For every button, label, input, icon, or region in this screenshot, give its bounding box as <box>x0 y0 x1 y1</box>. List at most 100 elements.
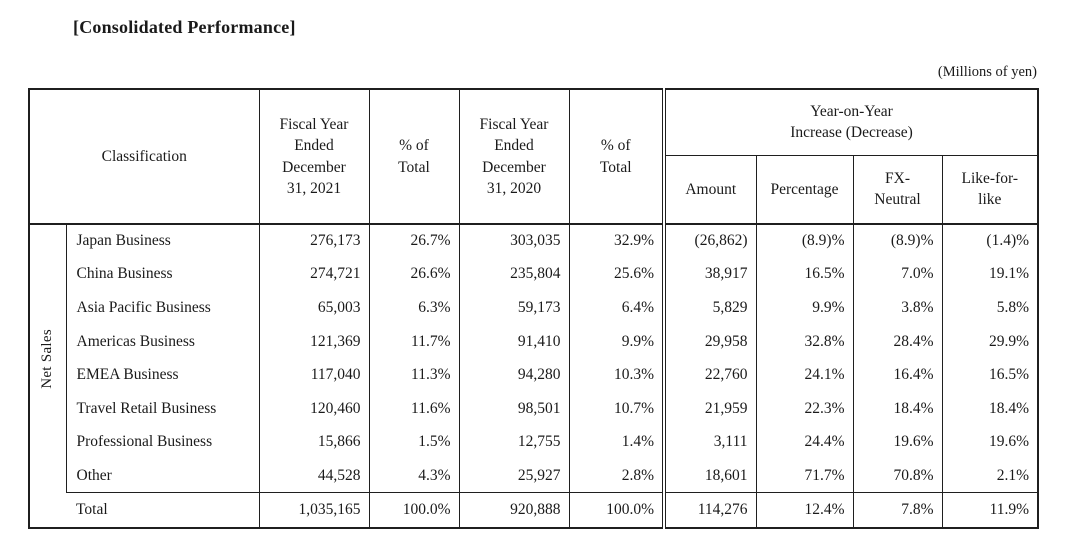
row-label: Travel Retail Business <box>65 391 260 426</box>
cell-fy2020: 25,927 <box>458 459 570 493</box>
row-label: China Business <box>65 257 260 292</box>
total-fy2021: 1,035,165 <box>258 492 370 529</box>
header-amount: Amount <box>662 154 757 225</box>
cell-fy2020: 303,035 <box>458 224 570 258</box>
page-title: [Consolidated Performance] <box>73 17 296 37</box>
total-fy2020: 920,888 <box>458 492 570 529</box>
header-like-for-like: Like-for- like <box>941 154 1039 225</box>
header-fy2020: Fiscal Year Ended December 31, 2020 <box>458 88 570 225</box>
cell-yoy-percentage: 24.1% <box>755 358 854 392</box>
cell-fy2020-pct: 10.3% <box>568 358 665 392</box>
cell-fy2021: 276,173 <box>258 224 370 258</box>
unit-note: (Millions of yen) <box>937 64 1037 80</box>
cell-fy2020: 235,804 <box>458 257 570 292</box>
cell-yoy-percentage: 24.4% <box>755 425 854 460</box>
table-row: Americas Business 121,369 11.7% 91,410 9… <box>29 324 1039 359</box>
cell-fx-neutral: 18.4% <box>852 391 943 426</box>
cell-fy2020: 12,755 <box>458 425 570 460</box>
row-label: Asia Pacific Business <box>65 291 260 325</box>
cell-yoy-percentage: 71.7% <box>755 459 854 493</box>
cell-fy2021: 274,721 <box>258 257 370 292</box>
total-yoy-percentage: 12.4% <box>755 492 854 529</box>
cell-fy2020-pct: 25.6% <box>568 257 665 292</box>
cell-fy2021-pct: 6.3% <box>368 291 460 325</box>
cell-like-for-like: 19.1% <box>941 257 1039 292</box>
cell-yoy-amount: (26,862) <box>662 224 757 258</box>
table-row: China Business 274,721 26.6% 235,804 25.… <box>29 257 1039 292</box>
total-row: Total 1,035,165 100.0% 920,888 100.0% 11… <box>28 492 1039 529</box>
total-fy2020-pct: 100.0% <box>568 492 665 529</box>
cell-like-for-like: 19.6% <box>941 425 1039 460</box>
row-group-label: Net Sales <box>39 328 56 389</box>
cell-yoy-amount: 21,959 <box>662 391 757 426</box>
cell-fy2021-pct: 1.5% <box>368 425 460 460</box>
cell-fy2021-pct: 4.3% <box>368 459 460 493</box>
table-row: EMEA Business 117,040 11.3% 94,280 10.3%… <box>29 358 1039 392</box>
consolidated-performance-table: Classification Fiscal Year Ended Decembe… <box>28 88 1040 529</box>
cell-fy2020-pct: 1.4% <box>568 425 665 460</box>
cell-fy2020: 91,410 <box>458 324 570 359</box>
row-label: Americas Business <box>65 324 260 359</box>
cell-fy2020: 59,173 <box>458 291 570 325</box>
header-percentage: Percentage <box>755 154 854 225</box>
cell-yoy-percentage: 16.5% <box>755 257 854 292</box>
cell-yoy-amount: 5,829 <box>662 291 757 325</box>
cell-yoy-percentage: 9.9% <box>755 291 854 325</box>
row-label: EMEA Business <box>65 358 260 392</box>
cell-yoy-amount: 18,601 <box>662 459 757 493</box>
cell-like-for-like: 29.9% <box>941 324 1039 359</box>
cell-fy2021: 65,003 <box>258 291 370 325</box>
cell-yoy-percentage: 32.8% <box>755 324 854 359</box>
cell-fy2021: 15,866 <box>258 425 370 460</box>
table-row: Asia Pacific Business 65,003 6.3% 59,173… <box>29 291 1039 325</box>
cell-fy2021: 120,460 <box>258 391 370 426</box>
cell-yoy-amount: 29,958 <box>662 324 757 359</box>
cell-like-for-like: 2.1% <box>941 459 1039 493</box>
total-fy2021-pct: 100.0% <box>368 492 460 529</box>
cell-yoy-amount: 38,917 <box>662 257 757 292</box>
cell-yoy-percentage: 22.3% <box>755 391 854 426</box>
cell-fy2021: 121,369 <box>258 324 370 359</box>
row-group-net-sales: Net Sales <box>28 224 67 493</box>
row-label: Japan Business <box>65 224 260 258</box>
cell-fy2021: 117,040 <box>258 358 370 392</box>
header-row-2: Amount Percentage FX- Neutral Like-for- … <box>29 154 1039 225</box>
cell-fy2021-pct: 26.6% <box>368 257 460 292</box>
cell-fy2020-pct: 9.9% <box>568 324 665 359</box>
cell-like-for-like: 5.8% <box>941 291 1039 325</box>
header-pct-total-2020: % of Total <box>568 88 665 225</box>
header-classification: Classification <box>28 88 260 225</box>
header-fy2021: Fiscal Year Ended December 31, 2021 <box>258 88 370 225</box>
total-label: Total <box>66 492 260 529</box>
table-row: Net Sales Japan Business 276,173 26.7% 3… <box>28 224 1039 493</box>
cell-fy2021-pct: 11.6% <box>368 391 460 426</box>
cell-fy2020-pct: 10.7% <box>568 391 665 426</box>
cell-fx-neutral: 70.8% <box>852 459 943 493</box>
cell-fx-neutral: (8.9)% <box>852 224 943 258</box>
cell-like-for-like: 16.5% <box>941 358 1039 392</box>
header-yoy: Year-on-Year Increase (Decrease) <box>661 88 1039 156</box>
cell-fy2020-pct: 2.8% <box>568 459 665 493</box>
table-row: Professional Business 15,866 1.5% 12,755… <box>29 425 1039 460</box>
cell-fy2020: 94,280 <box>458 358 570 392</box>
header-pct-total-2021: % of Total <box>368 88 460 225</box>
cell-yoy-percentage: (8.9)% <box>755 224 854 258</box>
cell-fy2021: 44,528 <box>258 459 370 493</box>
cell-like-for-like: 18.4% <box>941 391 1039 426</box>
cell-fx-neutral: 19.6% <box>852 425 943 460</box>
row-label: Professional Business <box>65 425 260 460</box>
table-row: Travel Retail Business 120,460 11.6% 98,… <box>29 391 1039 426</box>
cell-fx-neutral: 28.4% <box>852 324 943 359</box>
header-row-1: Classification Fiscal Year Ended Decembe… <box>28 88 1039 225</box>
cell-fy2020-pct: 6.4% <box>568 291 665 325</box>
cell-yoy-amount: 22,760 <box>662 358 757 392</box>
total-yoy-amount: 114,276 <box>662 492 757 529</box>
cell-fx-neutral: 16.4% <box>852 358 943 392</box>
total-fx-neutral: 7.8% <box>852 492 943 529</box>
table-row: Other 44,528 4.3% 25,927 2.8% 18,601 71.… <box>29 459 1039 493</box>
cell-fy2021-pct: 11.3% <box>368 358 460 392</box>
total-like-for-like: 11.9% <box>941 492 1039 529</box>
total-row-spacer <box>28 492 66 529</box>
cell-like-for-like: (1.4)% <box>941 224 1039 258</box>
